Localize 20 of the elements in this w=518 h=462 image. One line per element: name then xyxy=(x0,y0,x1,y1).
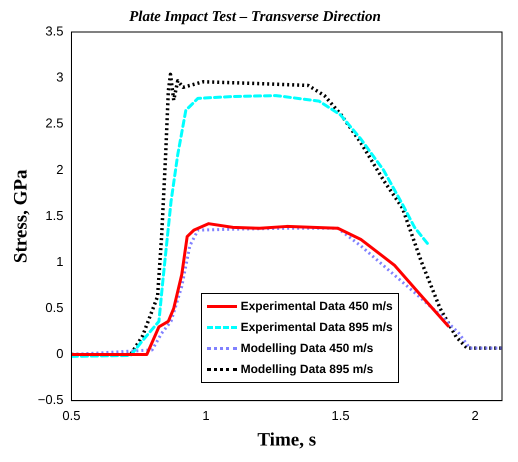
y-tick-label: 0 xyxy=(56,346,64,362)
line-series xyxy=(71,94,431,358)
y-tick-label: 2.5 xyxy=(45,116,64,131)
y-axis-title: Stress, GPa xyxy=(10,169,32,264)
legend-label: Experimental Data 895 m/s xyxy=(240,320,393,334)
chart-title: Plate Impact Test – Transverse Direction xyxy=(129,8,381,25)
x-tick-label: 1.5 xyxy=(332,408,350,423)
x-tick-label: 1 xyxy=(202,408,210,423)
x-axis-title: Time, s xyxy=(257,430,316,451)
legend-label: Modelling Data 895 m/s xyxy=(240,362,374,376)
legend-label: Modelling Data 450 m/s xyxy=(240,341,374,356)
legend-label: Experimental Data 450 m/s xyxy=(240,299,393,314)
y-tick-label: 3.5 xyxy=(45,24,64,39)
y-tick-label: 3 xyxy=(56,70,64,85)
x-tick-label: 2 xyxy=(471,408,479,423)
y-tick-label: 2 xyxy=(56,162,64,177)
y-tick-label: 1.5 xyxy=(45,208,64,223)
y-tick-label: 1 xyxy=(56,254,64,269)
y-tick-label: 0.5 xyxy=(45,300,64,316)
y-tick-label: −0.5 xyxy=(38,392,64,408)
